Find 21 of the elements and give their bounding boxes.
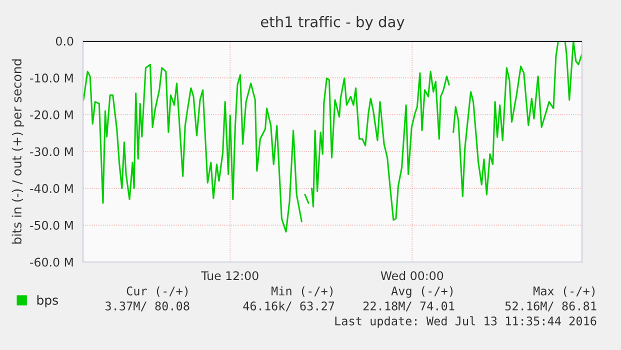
- text: Min (-/+): [272, 286, 333, 297]
- y-tick-label: -10.0 M: [30, 74, 73, 82]
- text: Avg (-/+): [391, 286, 453, 298]
- legend-label: bps: [37, 295, 58, 308]
- y-tick-label: -50.0 M: [30, 220, 73, 230]
- text: Cur (-/+): [126, 286, 188, 297]
- y-tick-label: -30.0 M: [30, 147, 73, 156]
- text: 46.16k/ 63.27: [243, 301, 334, 312]
- y-tick-label: -60.0 M: [30, 258, 73, 267]
- y-axis-title: bits in (-) / out (+) per second: [12, 59, 24, 244]
- y-tick-label: -40.0 M: [30, 184, 73, 193]
- text: 52.16M/ 86.81: [505, 302, 596, 312]
- y-tick-label: 0.0: [56, 36, 74, 46]
- text: 22.18M/ 74.01: [363, 302, 454, 312]
- x-tick-label: Tue 12:00: [201, 271, 258, 280]
- chart-title: eth1 traffic - by day: [260, 16, 404, 30]
- text: Last update: Wed Jul 13 11:35:44 2016: [335, 316, 596, 328]
- text: Max (-/+): [534, 286, 595, 297]
- y-tick-label: -20.0 M: [30, 110, 73, 120]
- text: 3.37M/ 80.08: [106, 302, 190, 312]
- x-tick-label: Wed 00:00: [380, 271, 444, 280]
